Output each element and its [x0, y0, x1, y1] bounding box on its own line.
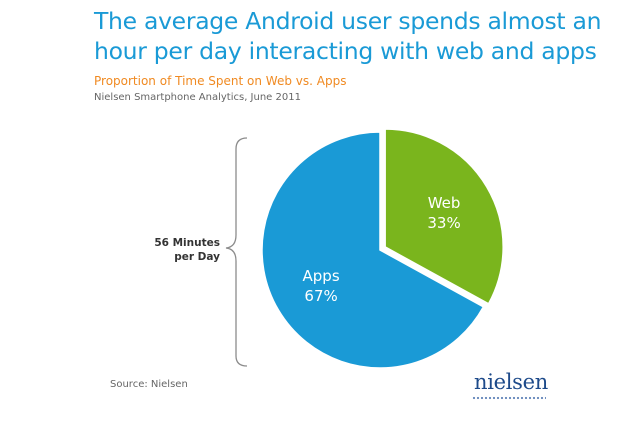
- curly-brace: [225, 137, 248, 367]
- nielsen-logo: nielsen: [474, 370, 549, 394]
- headline-line-1: The average Android user spends almost a…: [94, 7, 602, 35]
- brace-label-line-1: 56 Minutes: [154, 237, 220, 249]
- slice-value-apps: 67%: [304, 287, 337, 305]
- chart-headline: The average Android user spends almost a…: [94, 6, 634, 66]
- slice-value-web: 33%: [427, 214, 460, 232]
- footer-source: Source: Nielsen: [110, 379, 188, 390]
- brace-label: 56 Minutes per Day: [118, 236, 220, 264]
- chart-subtitle: Proportion of Time Spent on Web vs. Apps: [94, 74, 347, 88]
- headline-line-2: hour per day interacting with web and ap…: [94, 37, 597, 65]
- brace-label-line-2: per Day: [174, 251, 220, 263]
- logo-dots: [472, 396, 546, 400]
- slice-label-apps: Apps: [303, 267, 340, 285]
- slice-label-web: Web: [428, 194, 461, 212]
- pie-slice-apps: [261, 131, 485, 369]
- data-source-line: Nielsen Smartphone Analytics, June 2011: [94, 92, 301, 103]
- pie-slice-web: [384, 128, 504, 305]
